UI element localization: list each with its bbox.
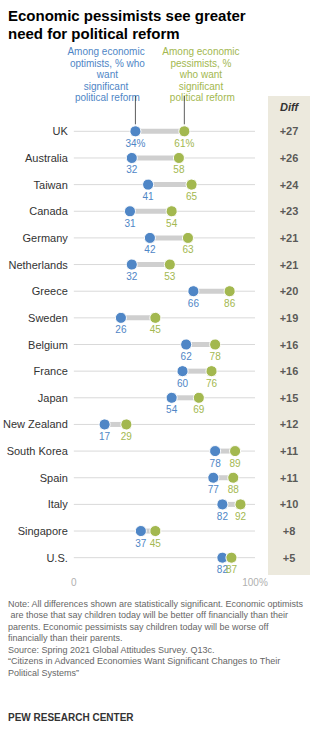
svg-text:Political Systems”: Political Systems” bbox=[8, 668, 79, 678]
svg-text:76: 76 bbox=[206, 378, 218, 389]
svg-text:who want: who want bbox=[179, 69, 225, 80]
svg-text:significant: significant bbox=[84, 81, 131, 92]
svg-text:+11: +11 bbox=[280, 445, 298, 457]
svg-text:29: 29 bbox=[121, 431, 133, 442]
svg-text:34%: 34% bbox=[125, 138, 145, 149]
svg-text:parents. Economic pessimists s: parents. Economic pessimists say childre… bbox=[8, 622, 271, 632]
svg-text:66: 66 bbox=[188, 298, 200, 309]
svg-text:South Korea: South Korea bbox=[7, 445, 69, 457]
svg-text:62: 62 bbox=[181, 351, 193, 362]
svg-text:+11: +11 bbox=[280, 472, 298, 484]
svg-text:41: 41 bbox=[143, 191, 155, 202]
svg-text:+12: +12 bbox=[280, 418, 299, 430]
svg-text:need for political reform: need for political reform bbox=[8, 25, 180, 42]
svg-text:+16: +16 bbox=[280, 365, 299, 377]
svg-text:45: 45 bbox=[150, 538, 162, 549]
svg-text:Greece: Greece bbox=[32, 285, 68, 297]
svg-text:Sweden: Sweden bbox=[28, 312, 68, 324]
svg-text:88: 88 bbox=[228, 484, 240, 495]
svg-text:U.S.: U.S. bbox=[46, 552, 67, 564]
svg-text:Netherlands: Netherlands bbox=[8, 259, 68, 271]
svg-text:0: 0 bbox=[71, 577, 77, 588]
svg-text:political reform: political reform bbox=[75, 92, 140, 103]
svg-text:Among economic: Among economic bbox=[67, 46, 147, 57]
svg-text:87: 87 bbox=[226, 564, 238, 575]
svg-text:100%: 100% bbox=[242, 577, 268, 588]
svg-text:Singapore: Singapore bbox=[18, 525, 68, 537]
svg-text:optimists, % who: optimists, % who bbox=[70, 58, 145, 69]
svg-text:+5: +5 bbox=[283, 552, 296, 564]
svg-text:PEW RESEARCH CENTER: PEW RESEARCH CENTER bbox=[8, 712, 134, 723]
svg-text:42: 42 bbox=[144, 244, 156, 255]
svg-text:are those that say children to: are those that say children today will b… bbox=[8, 610, 291, 620]
svg-text:+26: +26 bbox=[280, 152, 299, 164]
svg-text:Note: All differences shown ar: Note: All differences shown are statisti… bbox=[8, 599, 303, 609]
svg-text:53: 53 bbox=[164, 271, 176, 282]
svg-text:37: 37 bbox=[135, 538, 147, 549]
svg-text:Spain: Spain bbox=[40, 472, 68, 484]
svg-text:61%: 61% bbox=[174, 138, 194, 149]
svg-text:86: 86 bbox=[224, 298, 236, 309]
svg-text:+19: +19 bbox=[280, 312, 299, 324]
svg-text:58: 58 bbox=[173, 164, 185, 175]
svg-text:92: 92 bbox=[235, 511, 247, 522]
svg-text:Australia: Australia bbox=[25, 152, 69, 164]
svg-text:82: 82 bbox=[217, 511, 229, 522]
svg-text:+8: +8 bbox=[283, 525, 296, 537]
svg-text:political reform: political reform bbox=[170, 92, 235, 103]
svg-text:45: 45 bbox=[150, 324, 162, 335]
svg-text:pessimists, %: pessimists, % bbox=[170, 58, 234, 69]
svg-text:Source: Spring 2021 Global Att: Source: Spring 2021 Global Attitudes Sur… bbox=[8, 645, 214, 655]
svg-text:Germany: Germany bbox=[23, 232, 69, 244]
svg-text:89: 89 bbox=[230, 458, 242, 469]
svg-text:+27: +27 bbox=[280, 125, 299, 137]
svg-text:31: 31 bbox=[124, 218, 136, 229]
svg-text:+21: +21 bbox=[280, 259, 299, 271]
svg-text:32: 32 bbox=[126, 271, 138, 282]
svg-text:77: 77 bbox=[208, 484, 220, 495]
svg-text:+15: +15 bbox=[280, 392, 299, 404]
svg-text:significant: significant bbox=[179, 81, 226, 92]
svg-text:+10: +10 bbox=[280, 498, 299, 510]
svg-text:60: 60 bbox=[177, 378, 189, 389]
svg-text:France: France bbox=[34, 365, 68, 377]
svg-text:65: 65 bbox=[186, 191, 198, 202]
svg-text:want: want bbox=[94, 69, 121, 80]
svg-text:+23: +23 bbox=[280, 205, 299, 217]
svg-text:Italy: Italy bbox=[48, 498, 69, 510]
svg-text:78: 78 bbox=[210, 458, 222, 469]
svg-text:Taiwan: Taiwan bbox=[34, 179, 68, 191]
svg-text:New Zealand: New Zealand bbox=[3, 418, 68, 430]
svg-text:+20: +20 bbox=[280, 285, 299, 297]
svg-text:+24: +24 bbox=[280, 179, 300, 191]
svg-text:54: 54 bbox=[166, 218, 178, 229]
svg-text:78: 78 bbox=[210, 351, 222, 362]
svg-text:32: 32 bbox=[126, 164, 138, 175]
svg-text:financially than their parents: financially than their parents. bbox=[8, 633, 123, 643]
svg-text:26: 26 bbox=[115, 324, 127, 335]
svg-text:Japan: Japan bbox=[38, 392, 68, 404]
svg-text:+21: +21 bbox=[280, 232, 299, 244]
svg-text:“Citizens in Advanced Economie: “Citizens in Advanced Economies Want Sig… bbox=[8, 656, 283, 666]
svg-text:UK: UK bbox=[53, 125, 69, 137]
svg-text:+16: +16 bbox=[280, 339, 299, 351]
svg-text:Among economic: Among economic bbox=[162, 46, 242, 57]
svg-text:Belgium: Belgium bbox=[28, 339, 68, 351]
svg-text:Canada: Canada bbox=[29, 205, 68, 217]
svg-text:17: 17 bbox=[99, 431, 111, 442]
svg-text:69: 69 bbox=[193, 404, 205, 415]
svg-text:63: 63 bbox=[182, 244, 194, 255]
svg-text:82: 82 bbox=[216, 564, 228, 576]
svg-text:Economic pessimists see greate: Economic pessimists see greater bbox=[8, 7, 250, 24]
svg-text:54: 54 bbox=[166, 404, 178, 415]
svg-text:Diff: Diff bbox=[280, 101, 299, 113]
